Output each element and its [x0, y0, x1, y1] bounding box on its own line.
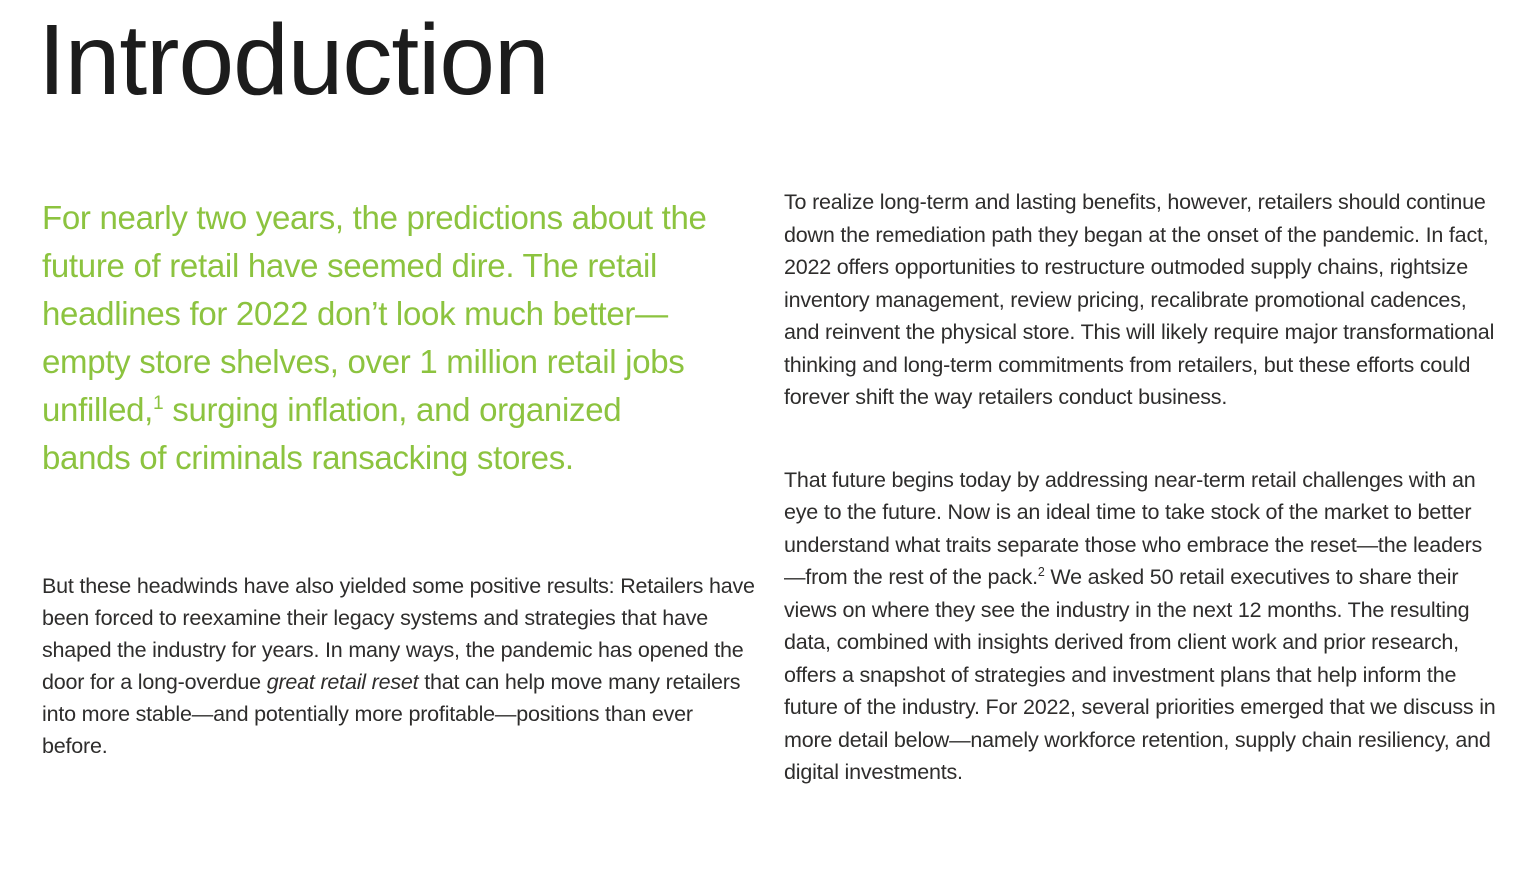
- left-paragraph-text-continued: that can help move many retailers into m…: [42, 670, 741, 758]
- lead-paragraph-text: For nearly two years, the predictions ab…: [42, 199, 707, 428]
- lead-paragraph-text-continued: surging inflation, and organized bands o…: [42, 391, 622, 476]
- lead-paragraph: For nearly two years, the predictions ab…: [42, 194, 714, 482]
- right-column-paragraph-2: That future begins today by addressing n…: [784, 464, 1496, 789]
- right-paragraph-2-text-continued: We asked 50 retail executives to share t…: [784, 565, 1496, 784]
- right-paragraph-2-text: That future begins today by addressing n…: [784, 467, 1483, 590]
- footnote-marker-2: 2: [1037, 564, 1045, 579]
- italic-phrase: great retail reset: [266, 670, 419, 694]
- right-column-paragraph-1: To realize long-term and lasting benefit…: [784, 190, 1495, 409]
- left-paragraph-text: But these headwinds have also yielded so…: [42, 574, 755, 694]
- right-column: To realize long-term and lasting benefit…: [784, 186, 1496, 789]
- page-title: Introduction: [38, 4, 550, 116]
- left-column-paragraph: But these headwinds have also yielded so…: [42, 570, 756, 762]
- footnote-marker-1: 1: [153, 393, 164, 414]
